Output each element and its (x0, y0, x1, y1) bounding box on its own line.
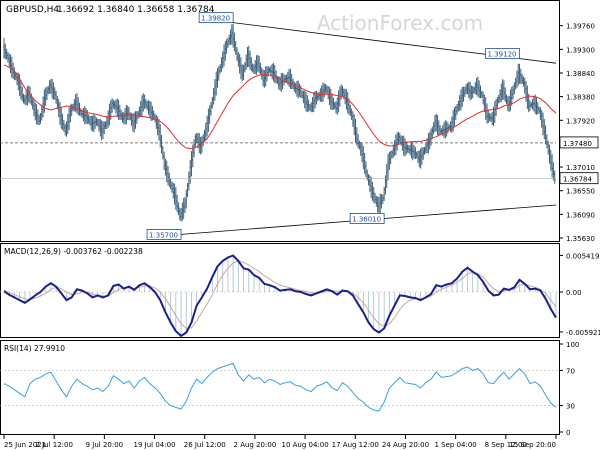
rsi-title: RSI(14) 27.9910 (4, 344, 65, 353)
rsi-tick-label: 30 (566, 403, 575, 411)
time-tick-label: 25 Jun 2021 (4, 441, 46, 449)
price-tick-label: 1.39300 (566, 46, 595, 54)
time-tick-label: 8 Sep 12:00 (485, 441, 527, 449)
pivot-label-text: 1.39120 (488, 51, 517, 59)
pivot-label: 1.39820 (198, 12, 234, 24)
macd-panel: MACD(12,26,9) -0.003762 -0.002238 0.00541… (0, 247, 600, 338)
macd-panel-frame (0, 243, 560, 338)
pivot-label-text: 1.35700 (149, 231, 178, 239)
watermark: ActionForex.com (317, 11, 483, 35)
macd-tick-label: -0.005921 (566, 329, 600, 337)
price-tick-label: 1.37920 (566, 117, 595, 125)
rsi-panel: RSI(14) 27.9910 100 70 30 0 (0, 341, 579, 437)
time-tick-label: 2 Aug 20:00 (234, 441, 277, 449)
time-tick-label: 10 Aug 04:00 (281, 441, 328, 449)
time-tick-label: 2 Jul 12:00 (35, 441, 73, 449)
pivot-label: 1.39120 (485, 48, 520, 60)
pivot-label-box (198, 12, 234, 24)
rsi-tick-label: 100 (566, 341, 579, 349)
level-tag-box (559, 136, 599, 149)
rsi-tick-label: 70 (566, 367, 575, 375)
level-tag-text: 1.37480 (563, 140, 592, 148)
macd-line (3, 254, 557, 338)
pivot-label-box (146, 229, 182, 240)
price-tick-label: 1.38840 (566, 70, 595, 78)
time-tick-label: 26 Jul 12:00 (184, 441, 226, 449)
time-tick-label: 9 Jul 20:00 (86, 441, 124, 449)
rsi-tick-label: 0 (566, 429, 570, 437)
price-tick-label: 1.35630 (566, 235, 595, 243)
time-tick-label: 1 Sep 04:00 (434, 441, 476, 449)
pivot-label: 1.35700 (146, 229, 182, 240)
moving-average-line (3, 64, 557, 150)
macd-signal-line (3, 260, 557, 329)
current-tag-text: 1.36784 (563, 176, 592, 184)
price-tick-label: 1.36550 (566, 188, 595, 196)
time-tick-label: 17 Aug 12:00 (332, 441, 379, 449)
macd-tick-label: 0.00 (566, 289, 582, 297)
macd-title: MACD(12,26,9) -0.003762 -0.002238 (4, 247, 143, 256)
time-tick-label: 19 Jul 04:00 (134, 441, 176, 449)
pivot-label-box (349, 213, 385, 224)
price-tick-label: 1.38380 (566, 94, 595, 102)
chart-symbol-label: GBPUSD,H4 (6, 5, 59, 15)
pivot-label: 1.36010 (349, 213, 385, 224)
price-tick-label: 1.37010 (566, 164, 595, 172)
ohlc-readout: 1.36692 1.36840 1.36658 1.36784 (57, 5, 215, 15)
price-bars (3, 24, 556, 222)
pivot-label-text: 1.39820 (201, 15, 230, 23)
price-tick-label: 1.39760 (566, 23, 595, 31)
rsi-line (3, 362, 557, 412)
macd-tick-label: 0.005419 (566, 252, 599, 260)
pivot-label-text: 1.36010 (352, 215, 381, 223)
price-tick-label: 1.36090 (566, 211, 595, 219)
current-price-tag: 1.36784 (559, 172, 599, 185)
current-tag-box (559, 172, 599, 185)
level-price-tag: 1.37480 (559, 136, 599, 149)
price-panel-frame (0, 0, 560, 242)
time-tick-label: 24 Aug 20:00 (382, 441, 429, 449)
price-overlay: 1.37480 1.36784 1.39820 1.39120 1.35700 1.360… (0, 12, 599, 240)
time-tick-label: 15 Sep 20:00 (509, 441, 556, 449)
rsi-panel-frame (0, 340, 560, 435)
pivot-label-box (485, 48, 520, 60)
